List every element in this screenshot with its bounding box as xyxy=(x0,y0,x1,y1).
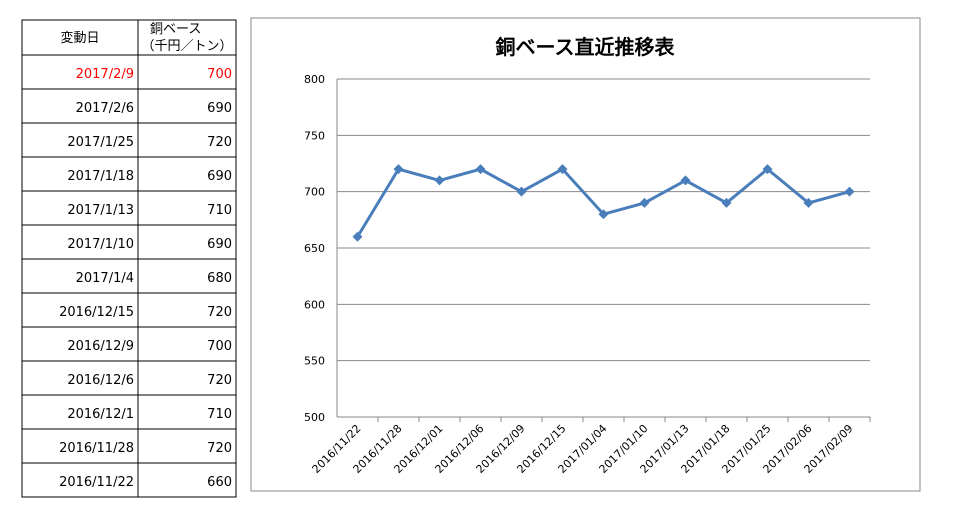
marker xyxy=(598,209,609,220)
y-tick-label: 600 xyxy=(304,298,325,311)
cell-price: 720 xyxy=(207,305,232,320)
cell-date: 2016/11/22 xyxy=(59,475,134,490)
cell-date: 2017/2/9 xyxy=(76,67,134,82)
marker xyxy=(516,186,527,197)
chart-frame xyxy=(250,17,921,492)
cell-price: 680 xyxy=(207,271,232,286)
cell-price: 720 xyxy=(207,135,232,150)
y-tick-label: 650 xyxy=(304,242,325,255)
cell-date: 2016/11/28 xyxy=(59,441,134,456)
cell-price: 690 xyxy=(207,169,232,184)
y-tick-label: 500 xyxy=(304,411,325,424)
chart-title: 銅ベース直近推移表 xyxy=(496,35,676,59)
header-date: 変動日 xyxy=(60,30,99,46)
cell-date: 2016/12/1 xyxy=(67,407,134,422)
marker xyxy=(844,186,855,197)
cell-date: 2016/12/6 xyxy=(67,373,134,388)
cell-date: 2017/1/4 xyxy=(76,271,134,286)
marker xyxy=(434,175,445,186)
y-tick-label: 550 xyxy=(304,355,325,368)
cell-price: 690 xyxy=(207,237,232,252)
marker xyxy=(475,164,486,175)
marker xyxy=(680,175,691,186)
cell-price: 710 xyxy=(207,407,232,422)
cell-date: 2017/1/13 xyxy=(67,203,134,218)
cell-price: 700 xyxy=(207,67,232,82)
marker xyxy=(762,164,773,175)
header-price: 銅ベース xyxy=(150,22,201,37)
cell-price: 720 xyxy=(207,441,232,456)
cell-price: 720 xyxy=(207,373,232,388)
marker xyxy=(721,197,732,208)
y-tick-label: 700 xyxy=(304,186,325,199)
y-tick-label: 800 xyxy=(304,73,325,86)
cell-price: 660 xyxy=(207,475,232,490)
cell-price: 690 xyxy=(207,101,232,116)
header-price-unit: （千円／トン） xyxy=(141,39,232,54)
marker xyxy=(352,231,363,242)
cell-price: 710 xyxy=(207,203,232,218)
cell-date: 2017/2/6 xyxy=(76,101,134,116)
cell-date: 2016/12/9 xyxy=(67,339,134,354)
cell-date: 2016/12/15 xyxy=(59,305,134,320)
marker xyxy=(557,164,568,175)
y-tick-label: 750 xyxy=(304,129,325,142)
cell-date: 2017/1/18 xyxy=(67,169,134,184)
cell-price: 700 xyxy=(207,339,232,354)
marker xyxy=(639,197,650,208)
cell-date: 2017/1/10 xyxy=(67,237,134,252)
marker xyxy=(393,164,404,175)
cell-date: 2017/1/25 xyxy=(67,135,134,150)
marker xyxy=(803,197,814,208)
